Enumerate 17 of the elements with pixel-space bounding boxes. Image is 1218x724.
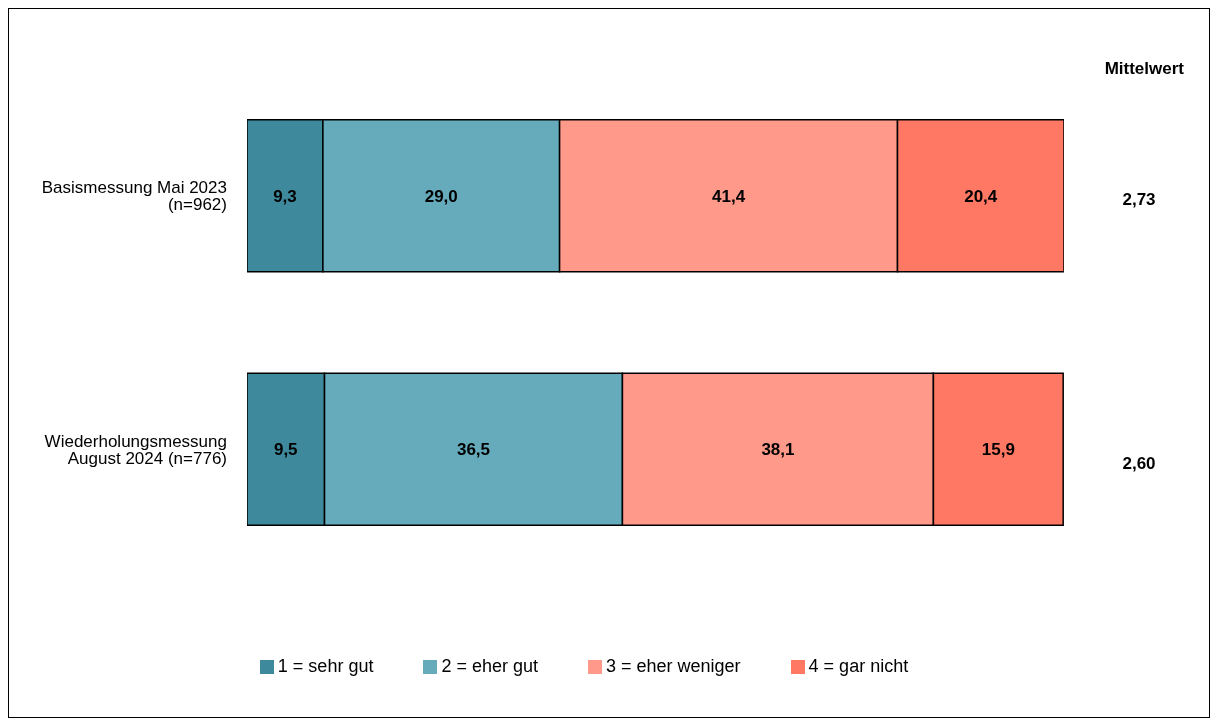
y-tick-label: Wiederholungsmessung August 2024 (n=776) [44, 431, 227, 468]
legend-label: 3 = eher weniger [606, 656, 741, 676]
data-label: 36,5 [456, 440, 491, 460]
data-label: 9,5 [273, 440, 298, 460]
text: Mittelwert [1104, 59, 1184, 79]
legend-label: 2 = eher gut [441, 656, 538, 676]
text: 2,73 [1121, 190, 1157, 210]
data-label: 29,0 [424, 186, 458, 206]
data-label: 20,4 [964, 186, 998, 206]
data-label: 41,4 [712, 186, 746, 206]
data-label: 9,3 [273, 186, 297, 206]
text: 2,60 [1121, 454, 1157, 474]
legend-label: 4 = gar nicht [808, 656, 909, 676]
data-label: 38,1 [761, 440, 795, 460]
y-tick-label: Basismessung Mai 2023 (n=962) [41, 178, 227, 215]
legend-label: 1 = sehr gut [277, 656, 374, 676]
data-label: 15,9 [981, 440, 1015, 460]
